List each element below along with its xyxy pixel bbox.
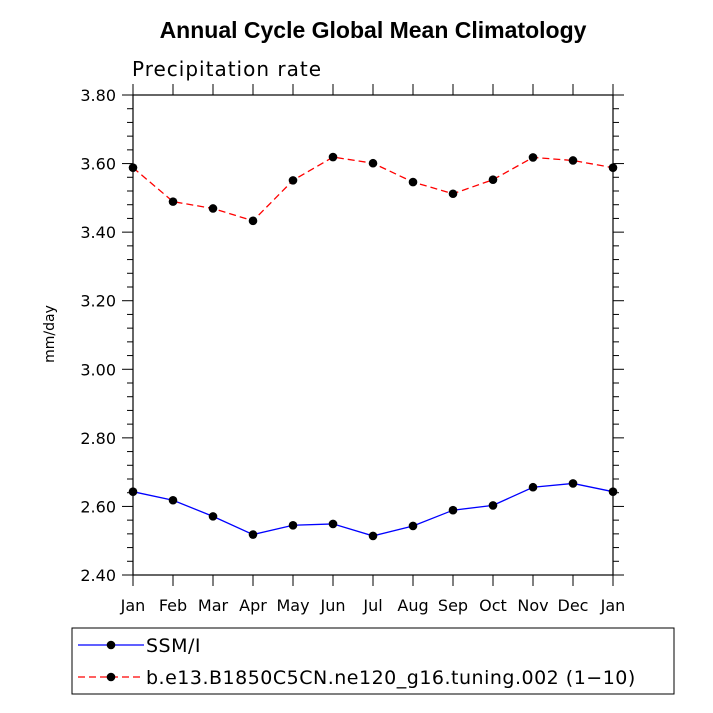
data-point: [328, 519, 338, 529]
y-tick-label: 2.60: [80, 497, 116, 516]
legend-box: [71, 627, 675, 695]
data-point: [408, 521, 418, 531]
data-point: [568, 479, 578, 488]
x-tick-label: Dec: [558, 596, 589, 615]
data-point: [448, 189, 458, 199]
legend: SSM/I b.e13.B1850C5CN.ne120_g16.tuning.00…: [71, 627, 675, 695]
x-tick-label: Nov: [517, 596, 548, 615]
y-tick-label: 3.00: [80, 360, 116, 379]
data-point: [408, 177, 418, 187]
data-point: [208, 512, 218, 521]
data-point: [168, 197, 178, 206]
data-point: [128, 163, 138, 172]
data-point: [288, 520, 298, 530]
data-point: [488, 175, 498, 184]
data-point: [608, 487, 618, 496]
y-tick-label: 2.40: [80, 566, 116, 585]
x-tick-label: Mar: [198, 596, 229, 615]
chart-title: Annual Cycle Global Mean Climatology: [160, 17, 587, 43]
x-tick-label: Aug: [397, 596, 428, 615]
y-tick-label: 3.80: [80, 86, 116, 105]
legend-label-1: SSM/I: [146, 635, 201, 657]
data-point: [248, 216, 258, 226]
legend-label-2: b.e13.B1850C5CN.ne120_g16.tuning.002 (1−…: [146, 667, 636, 689]
legend-marker: [106, 640, 116, 650]
data-point: [368, 158, 378, 168]
chart-subtitle: Precipitation rate: [132, 57, 322, 81]
data-point: [568, 156, 578, 165]
data-point: [528, 482, 538, 492]
x-tick-label: Feb: [159, 596, 187, 615]
legend-marker: [106, 672, 116, 682]
data-point: [248, 530, 258, 539]
y-tick-label: 2.80: [80, 429, 116, 448]
data-point: [288, 176, 298, 185]
data-point: [608, 163, 618, 172]
data-point: [328, 152, 338, 162]
x-tick-label: Jun: [320, 596, 346, 615]
x-tick-label: Jul: [362, 596, 382, 615]
plot-area: 2.40 2.60 2.80 3.00 3.20 3.40 3.60 3.80 Jan Feb Ma…: [80, 84, 625, 615]
data-point: [448, 505, 458, 515]
y-tick-label: 3.60: [80, 155, 116, 174]
y-axis-label: mm/day: [42, 305, 58, 363]
data-point: [128, 487, 138, 496]
y-tick-label: 3.40: [80, 223, 116, 242]
x-tick-label: Apr: [239, 596, 267, 615]
data-point: [488, 501, 498, 510]
series-line-1: [132, 482, 614, 537]
data-point: [208, 204, 218, 213]
x-tick-label: Sep: [438, 596, 468, 615]
data-point: [528, 153, 538, 162]
y-tick-label: 3.20: [80, 292, 116, 311]
x-tick-label: Jan: [600, 596, 626, 615]
x-tick-label: May: [276, 596, 309, 615]
data-point: [168, 495, 178, 505]
data-point: [368, 531, 378, 541]
x-tick-label: Oct: [479, 596, 507, 615]
x-tick-label: Jan: [120, 596, 146, 615]
